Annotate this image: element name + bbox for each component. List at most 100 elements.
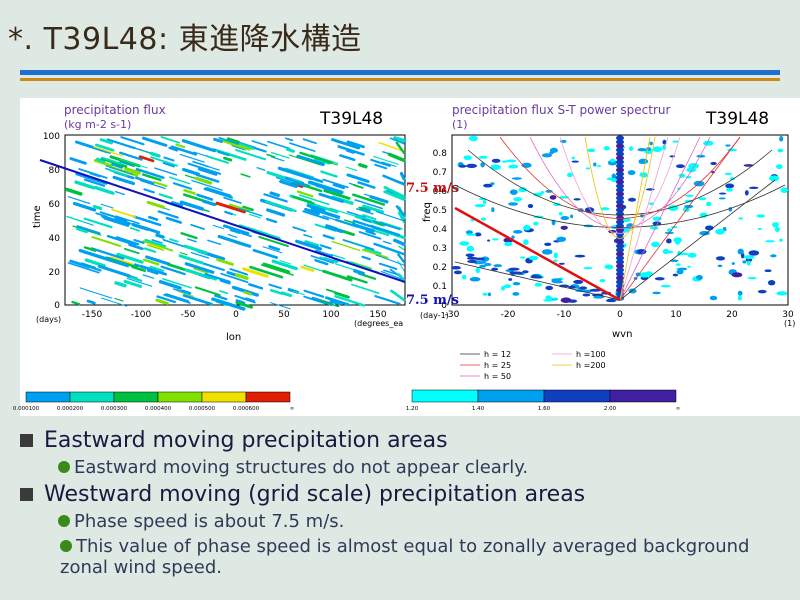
- spectral-blob: [662, 248, 670, 255]
- spectral-blob: [777, 148, 784, 153]
- field-streak: [92, 204, 103, 211]
- right-tag: T39L48: [705, 109, 769, 129]
- field-streak: [214, 294, 228, 301]
- field-streak: [358, 231, 382, 240]
- field-streak: [219, 138, 251, 151]
- spectral-blob: [768, 175, 780, 182]
- spectral-blob: [560, 225, 568, 230]
- spectral-blob: [724, 172, 733, 175]
- spectral-blob: [703, 140, 714, 146]
- spectral-blob: [568, 285, 576, 289]
- field-streak: [362, 214, 377, 221]
- left-xlabel: lon: [226, 332, 241, 343]
- field-streak: [270, 156, 285, 162]
- field-streak: [242, 267, 269, 278]
- field-streak: [310, 207, 341, 219]
- spectral-blob: [519, 256, 526, 259]
- left-title: precipitation flux: [64, 103, 166, 117]
- spectral-blob: [487, 239, 491, 242]
- spectral-blob: [616, 147, 624, 153]
- field-streak: [202, 199, 216, 207]
- spectral-blob: [616, 243, 624, 249]
- field-streak: [329, 300, 341, 306]
- field-streak: [323, 189, 351, 200]
- field-streak: [304, 207, 320, 216]
- field-streak: [182, 294, 213, 306]
- field-streak: [269, 191, 280, 198]
- spectral-blob: [747, 277, 757, 280]
- field-streak: [318, 299, 340, 308]
- right-plot-field: [451, 135, 789, 303]
- field-streak: [397, 253, 406, 264]
- field-streak: [339, 154, 356, 162]
- spectral-blob: [725, 144, 731, 147]
- field-streak: [330, 253, 346, 260]
- spectral-blob: [616, 187, 624, 193]
- spectral-blob: [599, 279, 606, 283]
- field-streak: [300, 265, 315, 272]
- field-streak: [114, 297, 124, 302]
- field-streak: [66, 215, 84, 223]
- spectral-blob: [704, 225, 714, 231]
- field-streak: [184, 262, 215, 274]
- spectral-blob: [466, 233, 477, 236]
- field-streak: [279, 179, 298, 188]
- field-streak: [197, 167, 218, 176]
- field-streak: [109, 169, 128, 177]
- field-streak: [194, 176, 213, 185]
- left-ylabel: time: [32, 205, 43, 228]
- field-streak: [110, 256, 134, 265]
- bullet-level1: Westward moving (grid scale) precipitati…: [20, 482, 800, 507]
- spectral-blob: [743, 255, 755, 260]
- spectral-blob: [654, 277, 665, 281]
- field-streak: [314, 259, 329, 266]
- field-streak: [83, 217, 113, 229]
- legend-h50: h = 50: [484, 372, 511, 381]
- field-streak: [263, 193, 288, 203]
- field-streak: [78, 248, 114, 263]
- field-streak: [310, 154, 339, 165]
- field-streak: [179, 200, 205, 211]
- spectral-blob: [670, 226, 678, 229]
- field-streak: [144, 238, 167, 248]
- left-xtick: -50: [181, 310, 196, 320]
- spectral-blob: [628, 146, 634, 151]
- spectral-blob: [506, 159, 517, 163]
- field-streak: [116, 252, 144, 264]
- field-streak: [149, 151, 161, 158]
- spectral-blob: [482, 199, 487, 205]
- field-streak: [142, 274, 155, 279]
- spectral-blob: [491, 207, 495, 213]
- spectral-blob: [603, 146, 610, 151]
- field-streak: [373, 155, 399, 165]
- right-xtick: -20: [501, 310, 516, 320]
- field-streak: [322, 178, 349, 189]
- field-streak: [183, 188, 196, 195]
- field-streak: [345, 166, 358, 172]
- field-streak: [179, 153, 205, 163]
- spectral-blob: [509, 189, 518, 195]
- spectral-blob: [545, 295, 552, 300]
- spectral-blob: [509, 271, 519, 275]
- bullet-text: This value of phase speed is almost equa…: [60, 536, 750, 578]
- spectral-blob: [490, 164, 501, 171]
- left-yunit: (days): [36, 315, 61, 324]
- spectral-blob: [616, 259, 624, 265]
- right-xtick: 20: [726, 310, 738, 320]
- spectral-blob: [675, 240, 680, 245]
- spectral-blob: [737, 248, 744, 255]
- field-streak: [93, 146, 124, 157]
- left-cbar-label: 0.000300: [101, 406, 128, 412]
- field-streak: [172, 182, 193, 190]
- field-streak: [373, 242, 406, 256]
- spectral-blob: [687, 265, 691, 268]
- legend-h200: h =200: [576, 361, 606, 370]
- spectral-blob: [627, 170, 636, 176]
- field-streak: [151, 239, 163, 244]
- field-streak: [123, 221, 138, 227]
- field-streak: [393, 238, 406, 247]
- field-streak: [204, 273, 231, 284]
- spectral-blob: [479, 264, 487, 268]
- spectral-blob: [662, 139, 667, 145]
- spectral-blob: [574, 254, 586, 258]
